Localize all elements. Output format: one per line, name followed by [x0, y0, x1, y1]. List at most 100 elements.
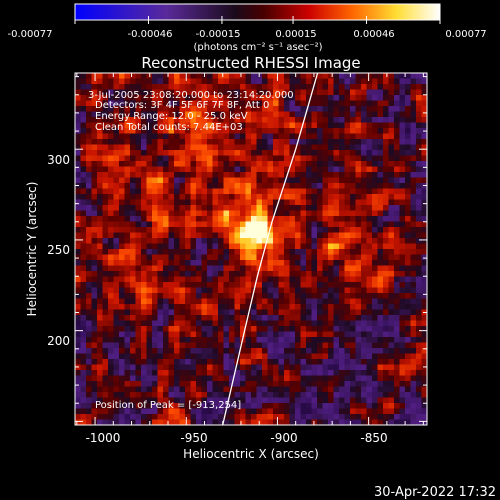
heatmap-pixel: [91, 122, 98, 129]
heatmap-pixel: [361, 210, 367, 217]
heatmap-pixel: [207, 364, 213, 371]
heatmap-pixel: [295, 232, 301, 239]
heatmap-pixel: [388, 364, 395, 371]
heatmap-pixel: [333, 172, 340, 178]
heatmap-pixel: [267, 100, 274, 107]
heatmap-pixel: [273, 144, 279, 151]
heatmap-pixel: [383, 414, 389, 420]
heatmap-pixel: [108, 183, 114, 189]
heatmap-pixel: [240, 381, 246, 387]
heatmap-pixel: [262, 216, 268, 222]
heatmap-pixel: [97, 364, 103, 371]
heatmap-pixel: [245, 353, 252, 360]
heatmap-pixel: [130, 265, 136, 272]
heatmap-pixel: [322, 172, 329, 178]
heatmap-pixel: [207, 271, 213, 277]
heatmap-pixel: [333, 403, 340, 409]
heatmap-pixel: [218, 386, 224, 393]
heatmap-pixel: [284, 161, 290, 167]
heatmap-pixel: [97, 403, 103, 409]
heatmap-pixel: [366, 287, 373, 294]
heatmap-pixel: [196, 232, 202, 239]
heatmap-pixel: [240, 155, 246, 162]
heatmap-pixel: [421, 337, 427, 343]
heatmap-pixel: [196, 375, 202, 382]
heatmap-pixel: [300, 95, 307, 101]
heatmap-pixel: [201, 210, 208, 217]
heatmap-pixel: [262, 254, 268, 261]
heatmap-pixel: [146, 139, 153, 145]
heatmap-pixel: [152, 238, 158, 244]
heatmap-pixel: [306, 249, 312, 255]
heatmap-pixel: [146, 260, 153, 266]
heatmap-pixel: [135, 232, 142, 239]
heatmap-pixel: [207, 144, 213, 151]
heatmap-pixel: [251, 243, 257, 250]
heatmap-pixel: [234, 166, 241, 173]
heatmap-pixel: [328, 271, 334, 277]
heatmap-pixel: [317, 287, 323, 294]
heatmap-pixel: [251, 95, 257, 101]
heatmap-pixel: [229, 183, 235, 189]
heatmap-pixel: [284, 128, 290, 134]
heatmap-pixel: [394, 100, 400, 107]
heatmap-pixel: [212, 326, 219, 332]
heatmap-pixel: [306, 122, 312, 129]
colorbar-tick-label: -0.00046: [128, 29, 173, 40]
heatmap-pixel: [311, 254, 318, 261]
heatmap-pixel: [394, 386, 400, 393]
heatmap-pixel: [388, 359, 395, 365]
heatmap-pixel: [251, 139, 257, 145]
heatmap-pixel: [196, 392, 202, 398]
heatmap-pixel: [86, 293, 92, 299]
heatmap-pixel: [223, 227, 230, 233]
heatmap-pixel: [372, 353, 378, 360]
heatmap-pixel: [350, 260, 356, 266]
heatmap-pixel: [201, 265, 208, 272]
heatmap-pixel: [328, 320, 334, 327]
heatmap-pixel: [80, 331, 87, 338]
heatmap-pixel: [278, 260, 285, 266]
heatmap-pixel: [421, 117, 427, 123]
heatmap-pixel: [355, 89, 362, 96]
heatmap-pixel: [350, 403, 356, 409]
heatmap-pixel: [405, 166, 411, 173]
heatmap-pixel: [91, 408, 98, 415]
heatmap-pixel: [333, 342, 340, 349]
heatmap-pixel: [97, 216, 103, 222]
heatmap-pixel: [141, 309, 147, 316]
heatmap-pixel: [344, 205, 351, 211]
heatmap-pixel: [251, 78, 257, 85]
heatmap-pixel: [119, 155, 125, 162]
heatmap-pixel: [421, 348, 427, 354]
heatmap-pixel: [344, 309, 351, 316]
heatmap-pixel: [267, 95, 274, 101]
heatmap-pixel: [361, 128, 367, 134]
heatmap-pixel: [267, 408, 274, 415]
heatmap-pixel: [108, 155, 114, 162]
heatmap-pixel: [108, 243, 114, 250]
heatmap-pixel: [124, 172, 131, 178]
heatmap-pixel: [245, 320, 252, 327]
heatmap-pixel: [306, 73, 312, 79]
heatmap-pixel: [157, 386, 164, 393]
heatmap-pixel: [152, 260, 158, 266]
heatmap-pixel: [284, 100, 290, 107]
heatmap-pixel: [421, 375, 427, 382]
heatmap-pixel: [97, 221, 103, 228]
heatmap-pixel: [212, 375, 219, 382]
heatmap-pixel: [201, 403, 208, 409]
heatmap-pixel: [119, 359, 125, 365]
heatmap-pixel: [102, 282, 109, 288]
heatmap-pixel: [289, 375, 296, 382]
heatmap-pixel: [366, 353, 373, 360]
heatmap-pixel: [306, 216, 312, 222]
heatmap-pixel: [119, 293, 125, 299]
heatmap-pixel: [289, 392, 296, 398]
heatmap-pixel: [421, 205, 427, 211]
heatmap-pixel: [80, 117, 87, 123]
heatmap-pixel: [185, 386, 191, 393]
heatmap-pixel: [377, 364, 384, 371]
heatmap-pixel: [317, 111, 323, 118]
heatmap-pixel: [421, 298, 427, 305]
